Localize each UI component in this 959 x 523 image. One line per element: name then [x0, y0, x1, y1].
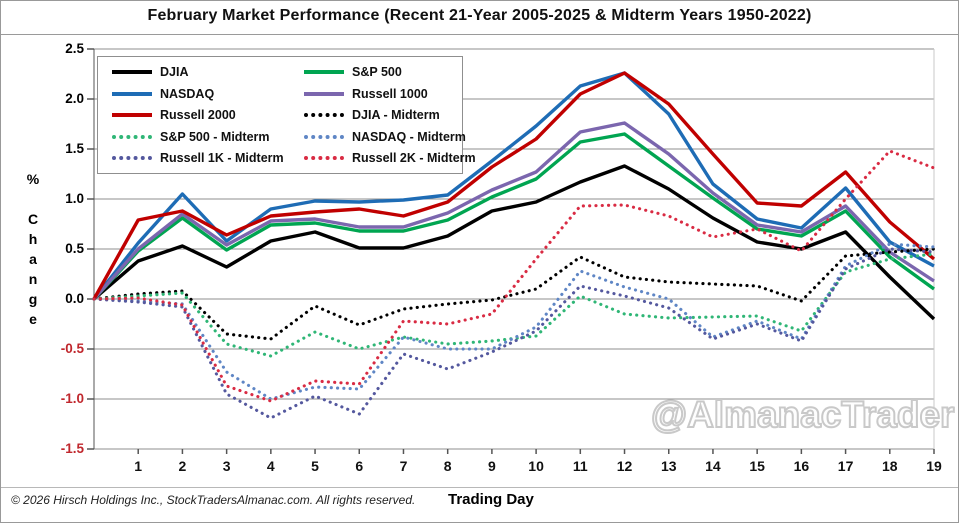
x-tick-label: 4 — [266, 458, 275, 474]
legend-item: DJIA - Midterm — [304, 107, 476, 123]
dotted-line-swatch-icon — [304, 113, 344, 117]
copyright-text: © 2026 Hirsch Holdings Inc., StockTrader… — [11, 493, 416, 507]
x-tick-label: 5 — [311, 458, 319, 474]
y-tick-label: 1.5 — [65, 141, 84, 156]
y-tick-label: -0.5 — [60, 341, 84, 356]
dotted-line-swatch-icon — [112, 156, 152, 160]
y-tick-label: 2.0 — [65, 91, 84, 106]
series-line-russell-1k-midterm — [92, 247, 936, 420]
legend-label: Russell 2K - Midterm — [352, 151, 476, 165]
x-tick-label: 9 — [487, 458, 496, 474]
x-tick-label: 2 — [178, 458, 187, 474]
title-divider — [1, 34, 958, 35]
chart-title: February Market Performance (Recent 21-Y… — [147, 7, 812, 24]
y-tick-label: 0.5 — [65, 241, 84, 256]
legend-label: DJIA - Midterm — [352, 108, 440, 122]
y-tick-label: 0.0 — [65, 291, 84, 306]
x-tick-label: 11 — [572, 458, 588, 474]
y-axis-title: % Change — [25, 171, 41, 331]
legend-item: Russell 2K - Midterm — [304, 150, 476, 166]
y-tick-label: 1.0 — [65, 191, 84, 206]
series-line-nasdaq — [92, 71, 935, 301]
solid-line-swatch-icon — [304, 91, 344, 96]
legend-item: NASDAQ — [112, 86, 304, 102]
legend-label: Russell 2000 — [160, 108, 236, 122]
y-tick-label: -1.5 — [60, 441, 84, 456]
watermark-text: @AlmanacTrader — [650, 393, 955, 436]
x-tick-label: 14 — [705, 458, 721, 474]
legend-item: Russell 1000 — [304, 86, 476, 102]
legend-label: Russell 1K - Midterm — [160, 151, 284, 165]
x-tick-label: 7 — [399, 458, 408, 474]
series-line-s-p-500 — [92, 132, 935, 301]
legend-label: DJIA — [160, 65, 189, 79]
series-line-s-p-500-midterm — [92, 252, 936, 358]
x-tick-label: 10 — [528, 458, 544, 474]
legend-box: DJIA S&P 500 NASDAQ Russell 1000 Russell 200… — [97, 56, 476, 174]
x-tick-label: 12 — [616, 458, 633, 474]
x-axis-title: Trading Day — [448, 491, 534, 508]
legend-item: Russell 1K - Midterm — [112, 150, 304, 166]
solid-line-swatch-icon — [112, 91, 152, 96]
x-tick-label: 16 — [793, 458, 810, 474]
solid-line-swatch-icon — [112, 70, 152, 74]
legend-label: S&P 500 - Midterm — [160, 129, 270, 144]
series-line-russell-1000 — [92, 121, 935, 301]
x-tick-label: 1 — [134, 458, 143, 474]
legend-item: Russell 2000 — [112, 107, 304, 123]
legend-label: Russell 1000 — [352, 86, 428, 101]
legend-item: S&P 500 — [304, 64, 476, 80]
x-tick-label: 3 — [222, 458, 231, 474]
solid-line-swatch-icon — [304, 70, 344, 74]
x-tick-label: 19 — [926, 458, 942, 474]
x-tick-label: 13 — [660, 458, 677, 474]
y-tick-label: -1.0 — [60, 391, 84, 406]
series-line-russell-2000 — [92, 71, 936, 300]
dotted-line-swatch-icon — [112, 134, 152, 139]
legend-label: NASDAQ — [160, 86, 215, 101]
x-tick-label: 8 — [443, 458, 452, 474]
x-tick-label: 18 — [881, 458, 898, 474]
dotted-line-swatch-icon — [304, 156, 344, 160]
legend-label: NASDAQ - Midterm — [352, 129, 466, 144]
footer-divider — [1, 487, 958, 488]
y-tick-label: 2.5 — [65, 41, 84, 56]
x-tick-label: 15 — [749, 458, 765, 474]
x-tick-label: 17 — [837, 458, 854, 474]
legend-label: S&P 500 — [352, 65, 402, 79]
series-line-russell-2k-midterm — [92, 149, 936, 403]
series-line-djia-midterm — [92, 247, 936, 341]
legend-item: NASDAQ - Midterm — [304, 129, 476, 145]
legend-item: DJIA — [112, 64, 304, 80]
solid-line-swatch-icon — [112, 113, 152, 117]
dotted-line-swatch-icon — [304, 134, 344, 139]
x-tick-label: 6 — [355, 458, 364, 474]
legend-item: S&P 500 - Midterm — [112, 129, 304, 145]
